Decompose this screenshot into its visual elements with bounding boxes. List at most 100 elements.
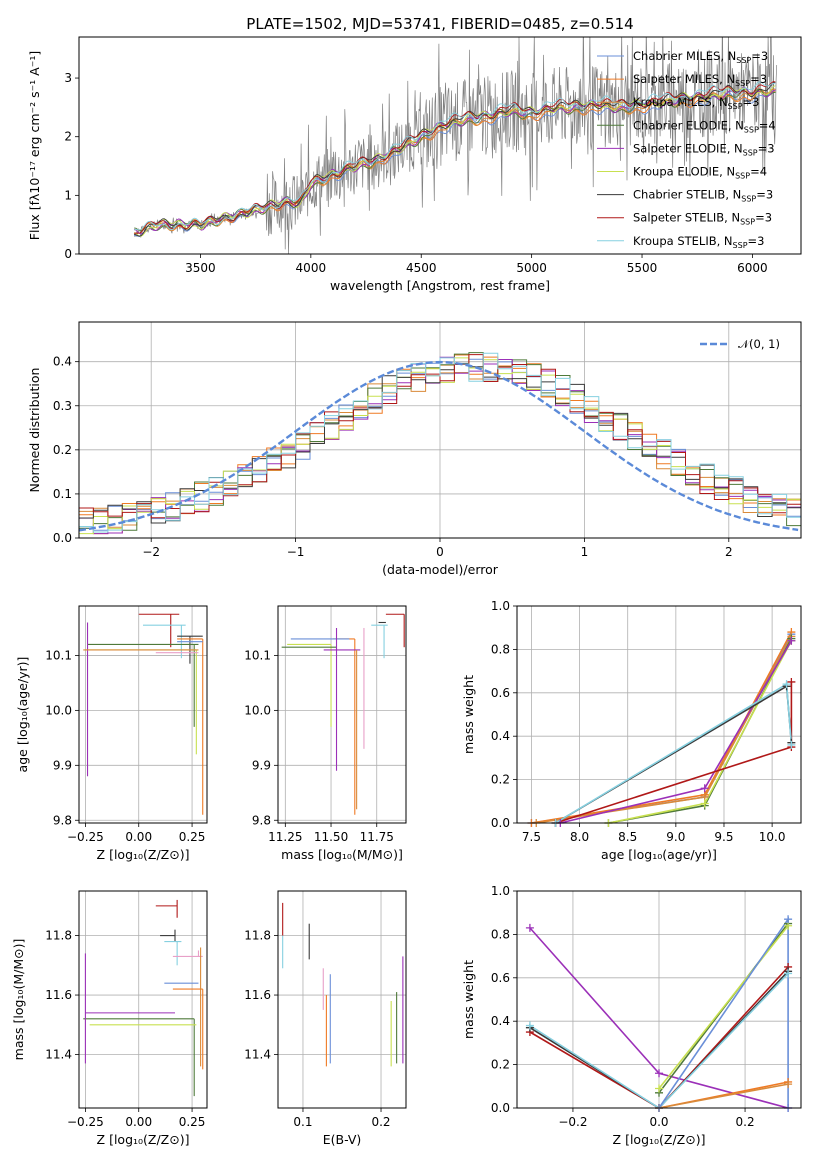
weight-marker (784, 915, 793, 924)
y-tick-label: 0.8 (491, 927, 510, 941)
y-tick-label: 0.2 (53, 443, 72, 457)
legend-label: Kroupa MILES, N (633, 95, 728, 109)
y-tick-label: 1.0 (491, 884, 510, 898)
y-tick-label: 11.6 (244, 988, 271, 1002)
legend-suffix: =3 (743, 95, 760, 109)
legend-entry: 𝒩(0, 1) (738, 337, 780, 351)
weight-line (536, 636, 793, 823)
legend-entry: Kroupa MILES, NSSP=3 (633, 95, 759, 111)
legend-label: Salpeter ELODIE, N (633, 141, 743, 155)
weight-marker (655, 1084, 663, 1093)
observed-spectrum (133, 37, 778, 254)
histogram-step (79, 352, 801, 533)
y-tick-label: 0.2 (491, 1058, 510, 1072)
axes-frame (516, 890, 802, 1109)
axes-frame (277, 605, 407, 824)
weight-marker (784, 969, 793, 978)
axes-frame (78, 36, 802, 255)
weight-line (529, 966, 789, 1108)
y-tick-label: 9.9 (53, 758, 72, 772)
x-tick-label: 10.0 (759, 830, 786, 844)
weight-line (658, 925, 789, 1089)
weight-marker (700, 784, 709, 793)
y-tick-label: 9.9 (252, 758, 271, 772)
chart-title: PLATE=1502, MJD=53741, FIBERID=0485, z=0… (246, 15, 633, 33)
x-axis-label: Z [log₁₀(Z/Z⊙)] (97, 1132, 190, 1147)
panel-spectrum: 3500 4000 4500 5000 5500 6000 0 1 2 3 wavelength [… (27, 15, 802, 293)
model-spectrum-line (134, 88, 776, 234)
gaussian-curve (79, 360, 799, 532)
y-tick-label: 9.8 (252, 813, 271, 827)
legend-suffix: =3 (748, 234, 765, 248)
weight-marker (787, 677, 796, 686)
panel-age-vs-mass: 11.25 11.50 11.75 9.8 9.9 10.0 10.1 mass [log₁₀… (244, 605, 407, 862)
weight-marker (784, 1080, 793, 1089)
legend-entry: Salpeter MILES, NSSP=3 (633, 72, 767, 88)
y-tick-label: 0.2 (491, 773, 510, 787)
y-tick-label: 11.8 (244, 929, 271, 943)
y-tick-label: 0.8 (491, 642, 510, 656)
legend-label: Salpeter MILES, N (633, 72, 735, 86)
y-tick-label: 0.3 (53, 399, 72, 413)
x-tick-label: 8.0 (570, 830, 589, 844)
y-tick-label: 11.4 (45, 1047, 72, 1061)
x-tick-label: 9.5 (714, 830, 733, 844)
x-tick-label: −2 (142, 545, 160, 559)
y-tick-label: 11.8 (45, 929, 72, 943)
y-axis-label: Normed distribution (27, 368, 42, 493)
model-spectrum-line (134, 88, 776, 232)
weight-line (529, 972, 789, 1108)
x-tick-label: 3500 (185, 261, 216, 275)
legend-entry: Chabrier MILES, NSSP=3 (633, 49, 768, 65)
y-tick-label: 1 (64, 188, 72, 202)
plot-area (79, 352, 801, 535)
x-axis-label: age [log₁₀(age/yr)] (601, 847, 717, 862)
model-spectrum-line (134, 88, 776, 237)
axes-frame (78, 605, 208, 824)
weight-marker (525, 1021, 534, 1030)
x-tick-label: 0 (436, 545, 444, 559)
plot-area (529, 916, 789, 1108)
plot-area (83, 899, 204, 1097)
y-tick-label: 9.8 (53, 813, 72, 827)
weight-marker (787, 740, 796, 749)
x-tick-label: 8.5 (618, 830, 637, 844)
panel-mass-weight-vs-Z: −0.2 0.0 0.2 0.0 0.2 0.4 0.6 0.8 1.0 Z [log₁₀(Z/Z… (461, 884, 802, 1147)
legend-suffix: =3 (758, 141, 775, 155)
legend-entry: Chabrier STELIB, NSSP=3 (633, 188, 773, 204)
x-tick-label: −0.25 (67, 830, 104, 844)
axes-frame (277, 890, 407, 1109)
y-tick-label: 0.0 (491, 1101, 510, 1115)
weight-line (531, 633, 793, 823)
y-axis-label: mass weight (461, 675, 476, 754)
panel-age-vs-Z: −0.25 0.00 0.25 9.8 9.9 10.0 10.1 Z [log₁₀(Z/Z⊙… (15, 605, 208, 862)
weight-line (531, 631, 793, 823)
weight-marker (782, 680, 791, 689)
x-tick-label: 0.25 (179, 830, 206, 844)
x-tick-label: 0.2 (736, 1115, 755, 1129)
weight-marker (700, 799, 709, 808)
x-tick-label: 11.50 (314, 830, 348, 844)
legend-sub: SSP (743, 148, 758, 157)
x-tick-label: 1 (581, 545, 589, 559)
x-tick-label: 2 (725, 545, 733, 559)
x-tick-label: 4500 (406, 261, 437, 275)
weight-marker (787, 636, 796, 645)
x-tick-label: 5500 (627, 261, 658, 275)
x-tick-label: 0.00 (125, 830, 152, 844)
legend-sub: SSP (744, 125, 759, 134)
legend-label: Kroupa ELODIE, N (633, 165, 735, 179)
legend-suffix: =3 (751, 49, 768, 63)
weight-line (529, 970, 789, 1108)
y-tick-label: 10.0 (244, 703, 271, 717)
plot-area (281, 613, 405, 815)
x-tick-label: 5000 (516, 261, 547, 275)
y-axis-label: mass [log₁₀(M/M⊙)] (11, 939, 26, 1061)
weight-marker (525, 923, 534, 932)
panel-mass-vs-Z: −0.25 0.00 0.25 11.4 11.6 11.8 Z [log₁₀(Z/Z⊙)]… (11, 890, 208, 1147)
y-tick-label: 0.6 (491, 971, 510, 985)
axes-frame (78, 890, 208, 1109)
legend-sub: SSP (740, 218, 755, 227)
x-axis-label: E(B-V) (323, 1132, 362, 1147)
legend-sub: SSP (728, 102, 743, 111)
